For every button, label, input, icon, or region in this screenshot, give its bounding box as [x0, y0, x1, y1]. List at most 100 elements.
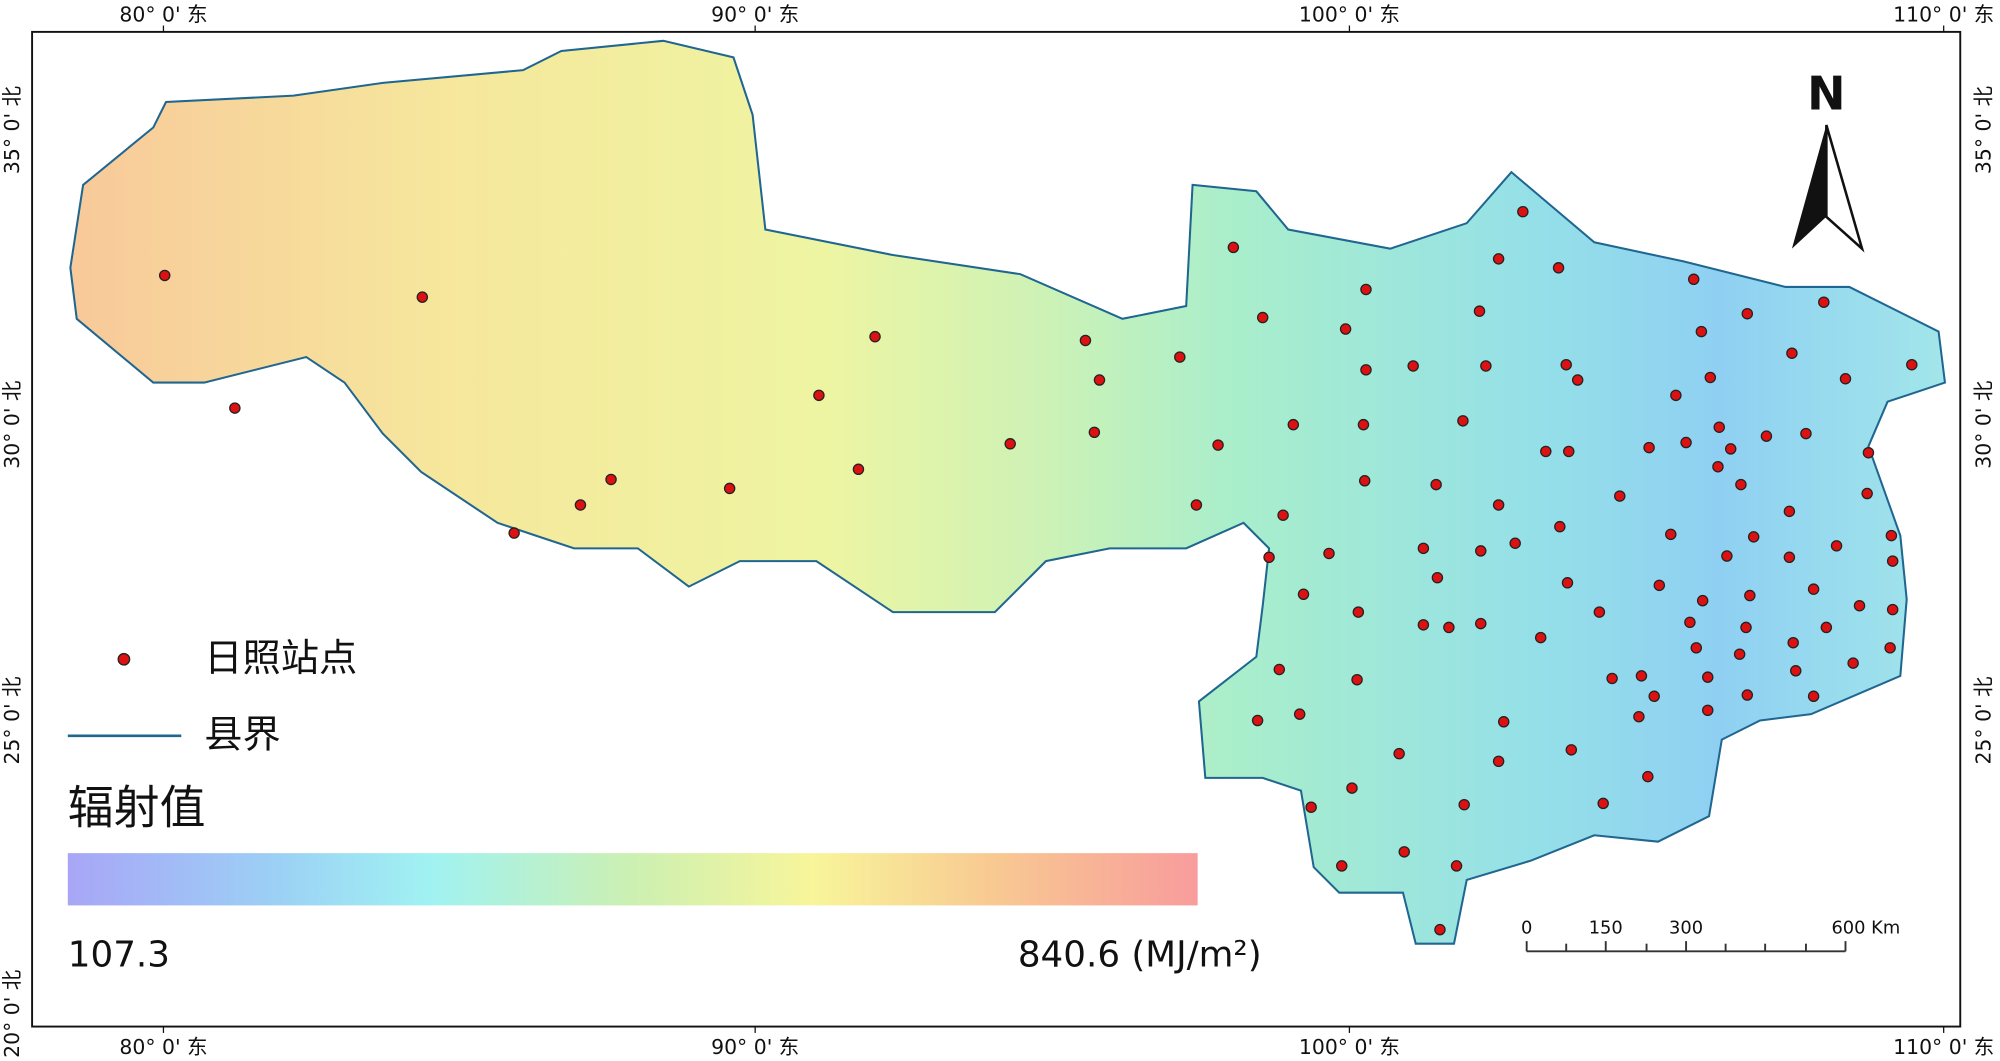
station [1273, 663, 1286, 676]
station [1346, 782, 1358, 794]
station [852, 463, 865, 476]
station [416, 291, 429, 303]
station [1540, 445, 1552, 458]
station [229, 402, 241, 414]
station [1614, 490, 1626, 502]
station [1741, 307, 1754, 320]
station [1571, 374, 1584, 386]
station [1690, 642, 1703, 654]
station [1079, 334, 1092, 347]
station [1886, 555, 1899, 567]
station [1906, 358, 1918, 371]
station [1534, 631, 1547, 644]
station [1174, 351, 1186, 363]
station [1839, 373, 1852, 385]
station [158, 269, 171, 282]
station [1393, 747, 1405, 760]
station [1509, 537, 1521, 549]
station [1653, 579, 1666, 592]
station [1287, 418, 1300, 431]
longitude-label: 90° 0' 东 [711, 1035, 799, 1059]
station [508, 527, 520, 539]
station [1417, 542, 1430, 555]
latitude-label: 20° 0' 北 [0, 970, 24, 1058]
station [1227, 241, 1240, 254]
latitude-label: 25° 0' 北 [0, 676, 24, 764]
station [1458, 798, 1470, 811]
station [1807, 583, 1820, 595]
station [1665, 528, 1677, 541]
legend-station-label: 日照站点 [204, 636, 357, 681]
longitude-label: 80° 0' 东 [119, 1035, 207, 1059]
legend-station-symbol [117, 652, 131, 666]
longitude-label: 90° 0' 东 [711, 2, 799, 26]
station [1561, 577, 1574, 589]
station [1352, 606, 1365, 618]
color-ramp [67, 853, 1198, 906]
station [1431, 571, 1444, 584]
station [1648, 690, 1660, 703]
station [1684, 616, 1696, 629]
station [1190, 499, 1203, 511]
station [1475, 617, 1487, 630]
map-frame [31, 30, 1962, 1028]
region [69, 39, 1947, 945]
station [1360, 283, 1372, 296]
station [1687, 273, 1700, 286]
station [1741, 689, 1754, 701]
station [1680, 436, 1692, 449]
station [1593, 606, 1606, 618]
station [1790, 665, 1802, 677]
station [1552, 262, 1565, 274]
station [1563, 445, 1575, 458]
longitude-label: 100° 0' 东 [1299, 1035, 1400, 1059]
ramp-title: 辐射值 [68, 781, 206, 835]
station [1735, 478, 1747, 491]
station [1088, 426, 1101, 439]
station [1492, 253, 1505, 265]
station [1473, 305, 1486, 317]
longitude-label: 110° 0' 东 [1893, 1035, 1994, 1059]
station [1702, 671, 1714, 683]
station [1633, 710, 1645, 723]
latitude-label: 25° 0' 北 [1971, 676, 1995, 764]
station [1830, 540, 1843, 552]
latitude-label: 30° 0' 北 [1971, 381, 1995, 469]
station [1712, 460, 1724, 473]
station [1800, 427, 1812, 440]
station [1642, 770, 1654, 783]
station [1293, 708, 1306, 720]
station [1457, 415, 1469, 427]
station [1696, 594, 1709, 607]
station [1733, 648, 1746, 660]
station [1277, 509, 1289, 521]
station [1336, 860, 1348, 872]
station [1744, 589, 1756, 602]
station [1434, 923, 1446, 936]
station [1783, 551, 1796, 564]
station [1492, 755, 1505, 768]
station [1497, 716, 1510, 728]
station [1670, 389, 1682, 402]
station [1702, 704, 1714, 717]
station [1492, 499, 1505, 511]
station [1783, 505, 1796, 518]
station [1786, 347, 1798, 359]
station [574, 499, 587, 511]
latitude-label: 35° 0' 北 [0, 86, 24, 174]
latitude-label: 30° 0' 北 [0, 381, 24, 469]
station [1724, 443, 1737, 455]
station [1323, 547, 1335, 560]
station [1517, 205, 1529, 218]
scale-label: 0 [1521, 917, 1532, 938]
station [1305, 801, 1317, 813]
station [1853, 600, 1866, 612]
station [1360, 364, 1372, 376]
north-label: N [1807, 66, 1845, 120]
station [1713, 421, 1725, 433]
station [1635, 670, 1648, 682]
station [1565, 744, 1578, 756]
station [1358, 475, 1371, 487]
station [1443, 621, 1455, 634]
